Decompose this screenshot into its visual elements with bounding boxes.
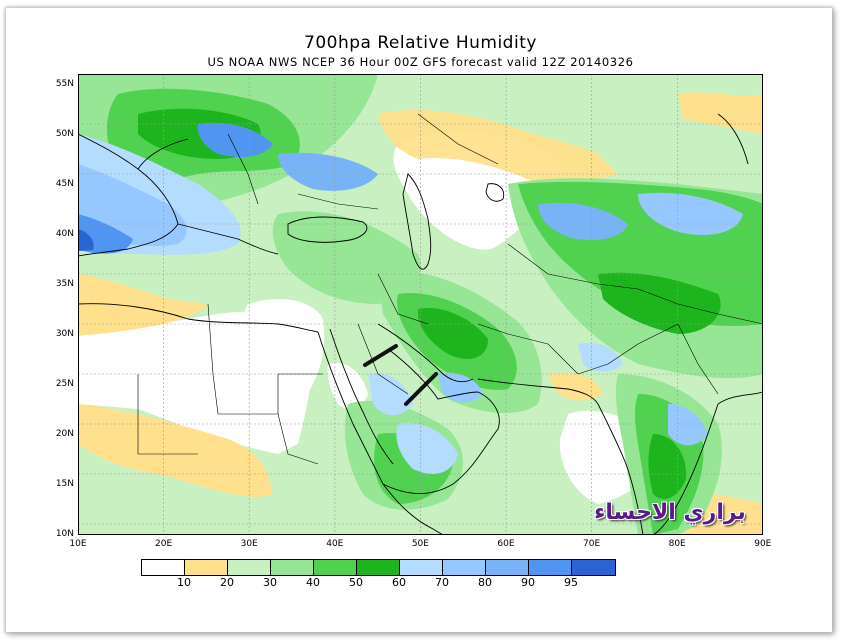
colorbar-swatch xyxy=(314,560,357,575)
band-80-asia-east xyxy=(638,192,743,235)
dry-zone-arabia xyxy=(327,363,368,410)
graticule xyxy=(78,74,763,535)
lat-label: 20N xyxy=(55,429,74,439)
colorbar-tick-label: 95 xyxy=(564,576,578,589)
band-70-red-sea xyxy=(368,373,413,416)
lat-label: 10N xyxy=(55,529,74,539)
colorbar-tick-label: 10 xyxy=(177,576,191,589)
colorbar-tick-label: 40 xyxy=(306,576,320,589)
lat-label: 15N xyxy=(55,479,74,489)
colorbar-swatch xyxy=(443,560,486,575)
colorbar-tick-label: 70 xyxy=(435,576,449,589)
band-60-india xyxy=(648,434,687,499)
lon-label: 80E xyxy=(668,539,686,549)
band-70-arabia xyxy=(396,423,458,474)
band-70-pakistan xyxy=(578,342,623,372)
colorbar-swatch xyxy=(572,560,615,575)
colorbar-tick-label: 60 xyxy=(392,576,406,589)
watermark-logo: براري الاحساء xyxy=(594,500,746,525)
colorbar-tick-label: 20 xyxy=(220,576,234,589)
colorbar-swatch xyxy=(228,560,271,575)
colorbar-tick-label: 50 xyxy=(349,576,363,589)
lat-label: 45N xyxy=(55,179,74,189)
colorbar xyxy=(141,559,616,576)
lat-label: 50N xyxy=(55,129,74,139)
colorbar-tick-label: 90 xyxy=(521,576,535,589)
borders xyxy=(137,113,763,465)
band-20-indian xyxy=(548,372,603,401)
colorbar-swatch xyxy=(142,560,185,575)
lon-label: 10E xyxy=(69,539,87,549)
band-70-gulf xyxy=(438,372,483,403)
colorbar-swatch xyxy=(185,560,228,575)
lon-label: 20E xyxy=(155,539,173,549)
lon-label: 70E xyxy=(583,539,601,549)
lat-label: 40N xyxy=(55,229,74,239)
lon-label: 50E xyxy=(411,539,429,549)
band-80-russia xyxy=(278,152,378,191)
lon-label: 60E xyxy=(497,539,515,549)
lon-label: 90E xyxy=(754,539,772,549)
band-20-africa xyxy=(78,404,273,497)
band-20-ne xyxy=(678,92,763,134)
lon-label: 30E xyxy=(240,539,258,549)
band-20-north xyxy=(378,109,618,184)
band-80-asia xyxy=(538,202,628,241)
lat-label: 55N xyxy=(55,79,74,89)
colorbar-tick-label: 80 xyxy=(478,576,492,589)
coastlines xyxy=(78,113,763,535)
band-60-iran-core xyxy=(417,308,488,359)
colorbar-swatch xyxy=(357,560,400,575)
map-title: 700hpa Relative Humidity xyxy=(304,33,537,53)
band-95-adriatic xyxy=(78,229,94,251)
colorbar-swatch xyxy=(486,560,529,575)
lat-label: 25N xyxy=(55,379,74,389)
lat-label: 30N xyxy=(55,329,74,339)
band-80-india xyxy=(668,404,708,446)
map-subtitle: US NOAA NWS NCEP 36 Hour 00Z GFS forecas… xyxy=(207,55,634,69)
lat-label: 35N xyxy=(55,279,74,289)
lon-label: 40E xyxy=(326,539,344,549)
wind-barb-south xyxy=(404,372,438,406)
colorbar-swatch xyxy=(400,560,443,575)
colorbar-swatch xyxy=(529,560,572,575)
band-20-sahara xyxy=(78,274,208,336)
colorbar-swatch xyxy=(271,560,314,575)
humidity-map xyxy=(78,74,763,535)
wind-barb-north xyxy=(363,344,398,367)
colorbar-tick-label: 30 xyxy=(263,576,277,589)
band-90-europe-north xyxy=(197,122,273,157)
map-border xyxy=(78,74,763,535)
